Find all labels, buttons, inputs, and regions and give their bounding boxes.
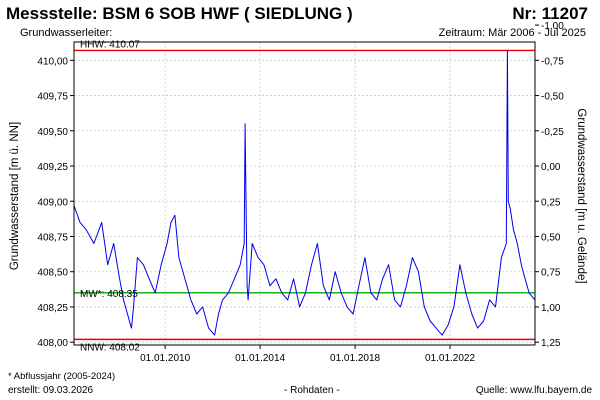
y-tick-label: 409,50 bbox=[37, 127, 68, 138]
y-axis-label: Grundwasserstand [m ü. NN] bbox=[9, 122, 21, 270]
plot-frame bbox=[73, 41, 536, 346]
groundwater-level-line bbox=[73, 50, 536, 336]
chart-title: Messstelle: BSM 6 SOB HWF ( SIEDLUNG ) bbox=[6, 4, 353, 23]
series-layer bbox=[73, 50, 536, 336]
y2-tick-label: 0,00 bbox=[541, 162, 561, 173]
aquifer-label: Grundwasserleiter: bbox=[20, 27, 113, 39]
reference-lines bbox=[74, 49, 535, 341]
reference-line-label: NNW: 408.02 bbox=[80, 342, 140, 353]
created-date: erstellt: 09.03.2026 bbox=[8, 385, 94, 396]
reference-labels: HHW: 410.07 MW*: 408.35 NNW: 408.02 bbox=[80, 39, 140, 353]
x-tick-label: 01.01.2022 bbox=[425, 353, 475, 364]
x-tick-label: 01.01.2018 bbox=[330, 353, 380, 364]
y-tick-label: 408,50 bbox=[37, 268, 68, 279]
y-tick-label: 408,25 bbox=[37, 303, 68, 314]
raw-data-note: - Rohdaten - bbox=[284, 385, 340, 396]
reference-line-label: MW*: 408.35 bbox=[80, 289, 138, 300]
y2-tick-label: 1,25 bbox=[541, 338, 561, 349]
y-tick-label: 409,00 bbox=[37, 197, 68, 208]
source-link[interactable]: Quelle: www.lfu.bayern.de bbox=[475, 385, 592, 396]
y2-tick-label: -0,25 bbox=[541, 127, 564, 138]
y-tick-label: 410,00 bbox=[37, 56, 68, 67]
y2-tick-label: 0,75 bbox=[541, 268, 561, 279]
y-tick-label: 409,25 bbox=[37, 162, 68, 173]
y2-tick-label: 1,00 bbox=[541, 303, 561, 314]
x-tick-label: 01.01.2014 bbox=[235, 353, 285, 364]
y-tick-label: 409,75 bbox=[37, 92, 68, 103]
y2-tick-label: -0,50 bbox=[541, 92, 564, 103]
reference-line-label: HHW: 410.07 bbox=[80, 39, 140, 50]
axes: 410,00 409,75 409,50 409,25 409,00 408,75 408,… bbox=[37, 21, 564, 364]
grid bbox=[74, 42, 535, 345]
y2-tick-label: 0,50 bbox=[541, 232, 561, 243]
y2-axis-label: Grundwasserstand [m u. Gelände] bbox=[575, 108, 587, 283]
y2-tick-label: -0,75 bbox=[541, 56, 564, 67]
footnote: * Abflussjahr (2005-2024) bbox=[8, 371, 116, 382]
x-tick-label: 01.01.2010 bbox=[140, 353, 190, 364]
y-tick-label: 408,00 bbox=[37, 338, 68, 349]
period-label: Zeitraum: Mär 2006 - Jul 2025 bbox=[438, 27, 586, 39]
y-tick-label: 408,75 bbox=[37, 232, 68, 243]
y2-tick-label: 0,25 bbox=[541, 197, 561, 208]
y2-tick-label: -1,00 bbox=[541, 21, 564, 32]
station-number: Nr: 11207 bbox=[512, 4, 588, 23]
